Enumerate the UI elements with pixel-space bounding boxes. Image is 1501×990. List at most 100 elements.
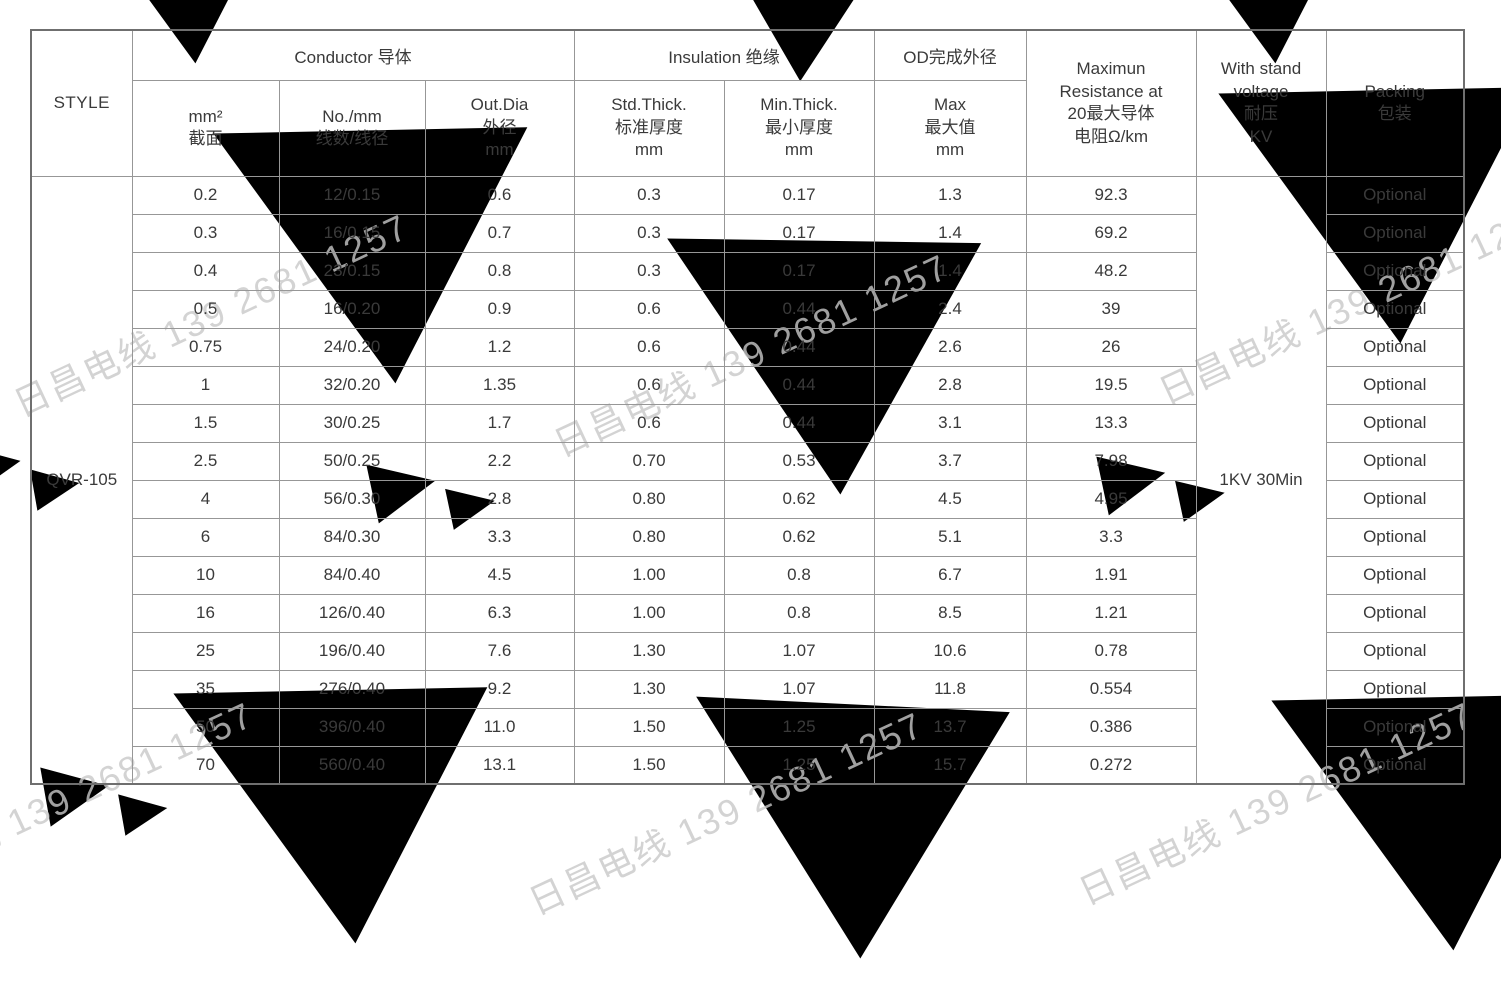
table-cell: 0.80 bbox=[573, 479, 725, 519]
std-thick-header: Std.Thick. 标准厚度 mm bbox=[573, 79, 725, 177]
table-cell: 24/0.20 bbox=[278, 327, 426, 367]
insulation-group-header: Insulation 绝缘 bbox=[573, 29, 875, 81]
table-cell: 2.8 bbox=[424, 479, 575, 519]
table-cell: 0.9 bbox=[424, 289, 575, 329]
withstand-value-cell: 1KV 30Min bbox=[1195, 175, 1327, 785]
table-cell: 1.91 bbox=[1025, 555, 1197, 595]
table-cell: 2.2 bbox=[424, 441, 575, 481]
table-cell: 1.25 bbox=[723, 745, 875, 785]
table-cell: 3.1 bbox=[873, 403, 1027, 443]
table-cell: 1.30 bbox=[573, 669, 725, 709]
table-cell: 0.3 bbox=[131, 213, 280, 253]
table-cell: 396/0.40 bbox=[278, 707, 426, 747]
table-cell: 26 bbox=[1025, 327, 1197, 367]
table-cell: 11.0 bbox=[424, 707, 575, 747]
table-cell: 1.4 bbox=[873, 213, 1027, 253]
max-header: Max 最大值 mm bbox=[873, 79, 1027, 177]
table-cell: 0.7 bbox=[424, 213, 575, 253]
table-cell: 0.2 bbox=[131, 175, 280, 215]
table-cell: Optional bbox=[1325, 403, 1465, 443]
table-cell: 0.44 bbox=[723, 327, 875, 367]
table-cell: 0.272 bbox=[1025, 745, 1197, 785]
table-cell: 1.07 bbox=[723, 631, 875, 671]
table-cell: 70 bbox=[131, 745, 280, 785]
table-cell: 69.2 bbox=[1025, 213, 1197, 253]
table-cell: 84/0.30 bbox=[278, 517, 426, 557]
table-cell: Optional bbox=[1325, 669, 1465, 709]
table-cell: 6 bbox=[131, 517, 280, 557]
table-cell: Optional bbox=[1325, 555, 1465, 595]
table-cell: 1.4 bbox=[873, 251, 1027, 291]
table-cell: 0.3 bbox=[573, 213, 725, 253]
table-cell: 12/0.15 bbox=[278, 175, 426, 215]
table-cell: 35 bbox=[131, 669, 280, 709]
table-cell: 6.7 bbox=[873, 555, 1027, 595]
table-cell: 5.1 bbox=[873, 517, 1027, 557]
table-cell: Optional bbox=[1325, 365, 1465, 405]
table-cell: 84/0.40 bbox=[278, 555, 426, 595]
table-cell: 15.7 bbox=[873, 745, 1027, 785]
table-cell: 10 bbox=[131, 555, 280, 595]
table-cell: 0.8 bbox=[424, 251, 575, 291]
table-cell: 13.3 bbox=[1025, 403, 1197, 443]
table-cell: 0.6 bbox=[573, 327, 725, 367]
table-cell: 2.4 bbox=[873, 289, 1027, 329]
table-cell: 32/0.20 bbox=[278, 365, 426, 405]
table-cell: 2.8 bbox=[873, 365, 1027, 405]
table-cell: 6.3 bbox=[424, 593, 575, 633]
table-cell: 1.2 bbox=[424, 327, 575, 367]
table-cell: 16/0.20 bbox=[278, 289, 426, 329]
table-cell: 0.6 bbox=[573, 403, 725, 443]
table-cell: 0.6 bbox=[573, 365, 725, 405]
table-cell: 23/0.15 bbox=[278, 251, 426, 291]
table-cell: Optional bbox=[1325, 593, 1465, 633]
min-thick-header: Min.Thick. 最小厚度 mm bbox=[723, 79, 875, 177]
table-cell: 0.8 bbox=[723, 555, 875, 595]
table-cell: 126/0.40 bbox=[278, 593, 426, 633]
table-cell: Optional bbox=[1325, 175, 1465, 215]
table-cell: 3.3 bbox=[424, 517, 575, 557]
table-cell: 0.17 bbox=[723, 175, 875, 215]
table-cell: 3.7 bbox=[873, 441, 1027, 481]
table-cell: 48.2 bbox=[1025, 251, 1197, 291]
table-cell: 276/0.40 bbox=[278, 669, 426, 709]
table-row: QVR-105 0.2 12/0.15 0.6 0.3 0.17 1.3 92.3 1KV 30… bbox=[30, 175, 1465, 785]
table-cell: 1.25 bbox=[723, 707, 875, 747]
table-cell: 4.95 bbox=[1025, 479, 1197, 519]
table-cell: 19.5 bbox=[1025, 365, 1197, 405]
table-cell: 92.3 bbox=[1025, 175, 1197, 215]
table-cell: 1.00 bbox=[573, 555, 725, 595]
table-cell: 1.50 bbox=[573, 707, 725, 747]
table-cell: 1.35 bbox=[424, 365, 575, 405]
table-cell: 13.1 bbox=[424, 745, 575, 785]
spec-table: STYLE Conductor 导体 Insulation 绝缘 OD完成外径 … bbox=[30, 29, 1465, 785]
table-cell: 56/0.30 bbox=[278, 479, 426, 519]
table-cell: 50 bbox=[131, 707, 280, 747]
table-cell: 0.17 bbox=[723, 213, 875, 253]
table-cell: 0.53 bbox=[723, 441, 875, 481]
table-cell: Optional bbox=[1325, 289, 1465, 329]
table-cell: 0.386 bbox=[1025, 707, 1197, 747]
table-cell: Optional bbox=[1325, 745, 1465, 785]
table-cell: 3.3 bbox=[1025, 517, 1197, 557]
table-cell: 0.44 bbox=[723, 289, 875, 329]
packing-header: Packing 包装 bbox=[1325, 29, 1465, 177]
table-cell: 1.21 bbox=[1025, 593, 1197, 633]
table-row: 16 126/0.40 6.3 1.00 0.8 8.5 1.21 Optional bbox=[31, 593, 1465, 633]
table-cell: 0.5 bbox=[131, 289, 280, 329]
style-header: STYLE bbox=[30, 29, 133, 177]
table-cell: 0.6 bbox=[424, 175, 575, 215]
table-cell: 4 bbox=[131, 479, 280, 519]
table-cell: 0.44 bbox=[723, 403, 875, 443]
table-cell: 8.5 bbox=[873, 593, 1027, 633]
table-cell: 16/0.15 bbox=[278, 213, 426, 253]
table-cell: 4.5 bbox=[873, 479, 1027, 519]
table-cell: 1.07 bbox=[723, 669, 875, 709]
table-cell: 560/0.40 bbox=[278, 745, 426, 785]
spec-table-body: QVR-105 0.2 12/0.15 0.6 0.3 0.17 1.3 92.3 1KV 30… bbox=[30, 175, 1465, 785]
table-cell: 0.17 bbox=[723, 251, 875, 291]
table-cell: 10.6 bbox=[873, 631, 1027, 671]
table-cell: 0.78 bbox=[1025, 631, 1197, 671]
table-cell: 0.8 bbox=[723, 593, 875, 633]
table-cell: Optional bbox=[1325, 707, 1465, 747]
